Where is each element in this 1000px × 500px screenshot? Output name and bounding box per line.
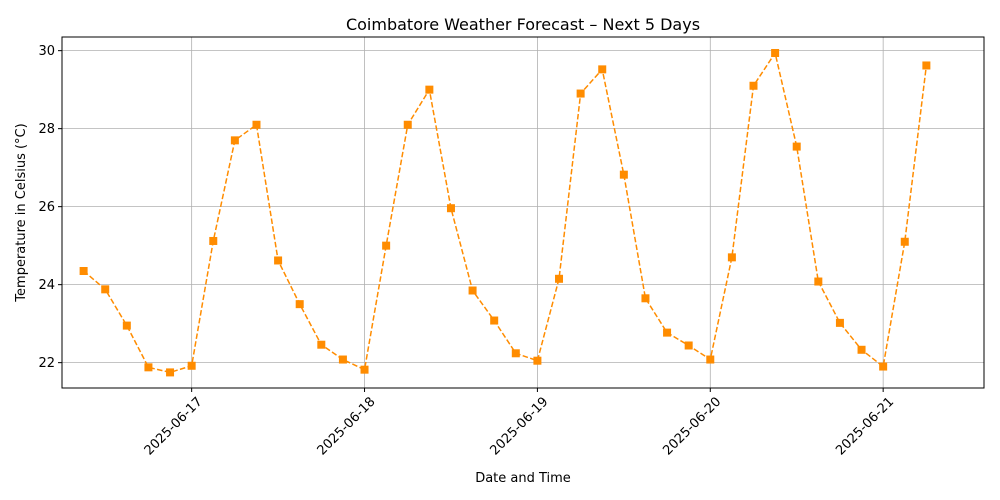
data-point-marker bbox=[79, 267, 88, 275]
data-point-marker bbox=[446, 204, 455, 213]
data-point-marker bbox=[144, 363, 153, 372]
data-point-marker bbox=[252, 120, 261, 129]
data-point-marker bbox=[468, 286, 477, 295]
chart-title: Coimbatore Weather Forecast – Next 5 Day… bbox=[346, 15, 700, 34]
data-point-marker bbox=[663, 328, 672, 337]
data-point-marker bbox=[900, 237, 909, 246]
plot-area-frame bbox=[61, 36, 985, 389]
y-tick-label: 30 bbox=[38, 44, 55, 59]
x-tick-label: 2025-06-19 bbox=[487, 394, 551, 458]
data-point-marker bbox=[792, 142, 801, 151]
data-point-marker bbox=[338, 355, 347, 364]
data-point-marker bbox=[684, 341, 693, 350]
y-tick-label: 28 bbox=[38, 122, 55, 137]
series-line bbox=[83, 51, 928, 374]
data-point-marker bbox=[771, 48, 780, 57]
data-point-marker bbox=[814, 277, 823, 286]
data-point-marker bbox=[122, 321, 131, 330]
data-point-marker bbox=[295, 300, 304, 309]
x-tick-label: 2025-06-21 bbox=[833, 394, 897, 458]
data-point-marker bbox=[490, 316, 499, 325]
data-point-marker bbox=[101, 285, 110, 294]
data-point-marker bbox=[533, 356, 542, 365]
data-point-marker bbox=[403, 120, 412, 129]
data-point-marker bbox=[230, 136, 239, 145]
data-point-marker bbox=[706, 355, 715, 364]
data-point-marker bbox=[555, 274, 564, 283]
data-point-marker bbox=[576, 89, 585, 98]
y-axis-ticks: 22 24 26 28 30 bbox=[38, 44, 62, 371]
x-axis-ticks: 2025-06-17 2025-06-18 2025-06-19 2025-06-20… bbox=[142, 388, 897, 458]
data-point-marker bbox=[166, 368, 175, 377]
data-point-marker bbox=[382, 241, 391, 250]
y-tick-label: 22 bbox=[38, 356, 55, 371]
data-point-marker bbox=[317, 340, 326, 349]
data-point-marker bbox=[209, 236, 218, 245]
x-tick-label: 2025-06-17 bbox=[142, 394, 206, 458]
y-tick-label: 26 bbox=[38, 200, 55, 215]
x-tick-label: 2025-06-18 bbox=[315, 394, 379, 458]
data-point-marker bbox=[511, 349, 520, 358]
grid bbox=[62, 37, 984, 388]
data-point-marker bbox=[425, 85, 434, 94]
data-point-marker bbox=[749, 81, 758, 90]
data-point-marker bbox=[641, 294, 650, 303]
data-point-marker bbox=[835, 318, 844, 327]
data-point-marker bbox=[922, 61, 931, 70]
data-point-marker bbox=[598, 65, 607, 74]
data-point-marker bbox=[274, 256, 283, 265]
data-point-marker bbox=[879, 362, 888, 371]
x-tick-label: 2025-06-20 bbox=[660, 394, 724, 458]
x-axis-label: Date and Time bbox=[475, 471, 571, 486]
series-layer bbox=[79, 48, 931, 377]
y-axis-label: Temperature in Celsius (°C) bbox=[14, 123, 29, 302]
data-point-marker bbox=[857, 345, 866, 354]
data-point-marker bbox=[187, 361, 196, 370]
data-point-marker bbox=[619, 170, 628, 179]
data-point-marker bbox=[360, 365, 369, 374]
data-point-marker bbox=[727, 253, 736, 262]
y-tick-label: 24 bbox=[38, 278, 55, 293]
